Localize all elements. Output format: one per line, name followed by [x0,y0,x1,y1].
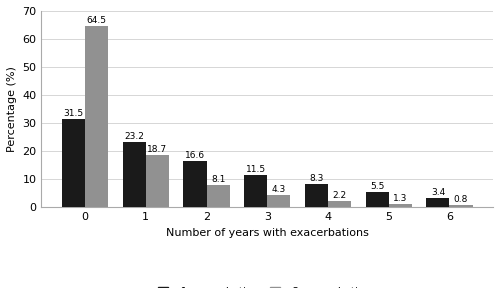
Bar [366,192,388,207]
Text: 16.6: 16.6 [185,151,205,160]
Text: 5.5: 5.5 [370,182,384,191]
Text: 31.5: 31.5 [64,109,84,118]
Text: 64.5: 64.5 [86,16,106,25]
Text: 4.3: 4.3 [272,185,286,194]
Text: 1.3: 1.3 [393,194,407,202]
Text: 8.1: 8.1 [211,175,226,183]
Bar [146,155,169,207]
Text: 0.8: 0.8 [454,195,468,204]
Bar [450,205,472,207]
Text: 8.3: 8.3 [310,174,324,183]
Bar [85,26,108,207]
Bar [184,161,206,207]
Bar [426,198,450,207]
Text: 11.5: 11.5 [246,165,266,174]
Legend: ≥1 exacerbation, ≥2 exacerbations: ≥1 exacerbation, ≥2 exacerbations [158,287,377,288]
Bar [268,195,290,207]
Bar [328,201,351,207]
Text: 3.4: 3.4 [431,188,445,197]
X-axis label: Number of years with exacerbations: Number of years with exacerbations [166,228,368,238]
Bar [305,184,328,207]
Text: 23.2: 23.2 [124,132,144,141]
Bar [388,204,412,207]
Bar [244,175,268,207]
Bar [62,119,85,207]
Text: 2.2: 2.2 [332,191,346,200]
Y-axis label: Percentage (%): Percentage (%) [7,66,17,152]
Text: 18.7: 18.7 [148,145,168,154]
Bar [122,142,146,207]
Bar [206,185,230,207]
